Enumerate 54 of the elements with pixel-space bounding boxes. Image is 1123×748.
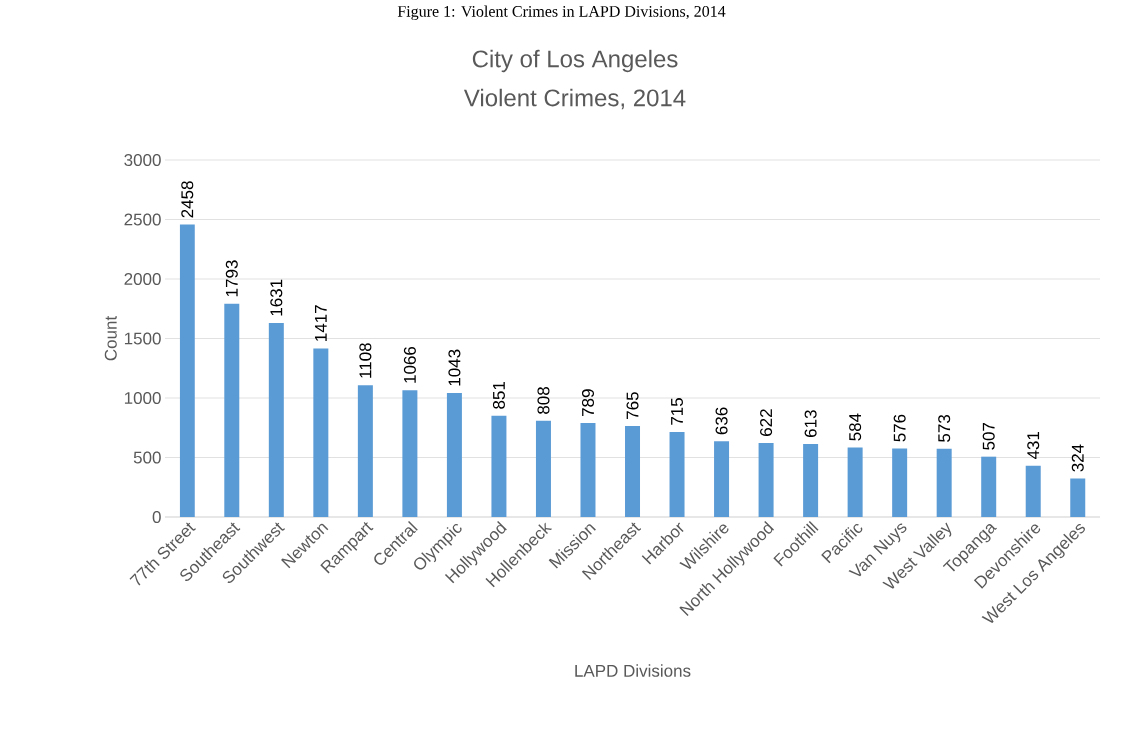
data-label: 507	[982, 422, 995, 450]
bar	[625, 425, 641, 517]
x-axis-title: LAPD Divisions	[575, 664, 691, 677]
data-label: 1066	[403, 346, 416, 383]
bar	[224, 303, 240, 517]
y-tick-label: 2500	[124, 213, 161, 226]
y-tick-label: 1500	[124, 332, 161, 345]
bar	[446, 392, 462, 517]
y-tick-label: 2000	[124, 272, 161, 286]
data-label: 1417	[314, 305, 327, 341]
data-label: 576	[893, 414, 906, 442]
bar	[580, 423, 596, 517]
bar	[758, 442, 774, 517]
data-label: 573	[938, 415, 951, 442]
data-label: 851	[492, 382, 505, 409]
bar	[981, 456, 997, 517]
bar	[402, 390, 418, 517]
data-label: 636	[715, 407, 728, 435]
bar	[179, 224, 195, 517]
data-label: 622	[760, 409, 773, 436]
data-label: 1631	[270, 279, 283, 316]
bar	[535, 420, 551, 517]
y-tick-label: 3000	[124, 153, 161, 167]
chart-title: City of Los Angeles	[472, 49, 678, 73]
chart-subtitle: Violent Crimes, 2014	[463, 88, 686, 110]
data-label: 2458	[181, 181, 194, 218]
y-tick-label: 0	[152, 510, 161, 524]
data-label: 808	[537, 387, 550, 414]
data-label: 1108	[359, 343, 372, 378]
data-label: 584	[849, 413, 862, 441]
data-label: 613	[804, 410, 817, 437]
bar	[1025, 465, 1041, 517]
caption: Figure 1: Violent Crimes in LAPD Divisions, 2014	[397, 5, 726, 21]
y-axis-title: Count	[104, 315, 117, 361]
bar	[803, 444, 819, 517]
bar	[268, 322, 284, 517]
bar	[669, 431, 685, 517]
bar	[491, 415, 507, 517]
data-label: 324	[1071, 444, 1084, 472]
bar	[313, 348, 329, 517]
y-tick-label: 1000	[124, 391, 161, 405]
bar	[892, 448, 908, 517]
data-label: 765	[626, 392, 639, 419]
bar	[1070, 478, 1086, 517]
data-label: 1793	[225, 260, 238, 297]
bar	[847, 447, 863, 517]
y-tick-label: 500	[133, 451, 161, 464]
data-label: 789	[581, 389, 595, 417]
data-label: 1043	[448, 349, 461, 386]
bar	[357, 385, 373, 517]
data-label: 431	[1027, 431, 1040, 460]
data-label: 715	[671, 398, 683, 425]
bar	[714, 441, 730, 517]
bar	[936, 448, 952, 517]
